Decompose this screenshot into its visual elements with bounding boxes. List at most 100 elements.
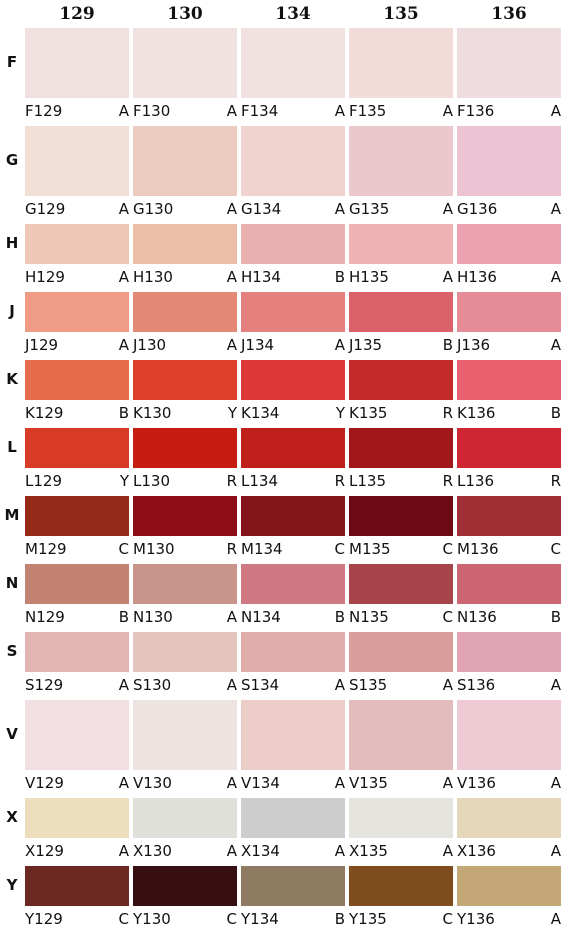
swatch-code: H134 <box>241 268 281 286</box>
color-swatch <box>349 564 453 604</box>
swatch-grade: A <box>226 336 237 354</box>
color-swatch <box>457 292 561 332</box>
swatch-code: V136 <box>457 774 496 792</box>
swatch-label: J130 A <box>133 335 237 355</box>
swatch-label: K135 R <box>349 403 453 423</box>
color-swatch <box>133 632 237 672</box>
swatch-grade: B <box>334 910 345 928</box>
swatch-label: V136 A <box>457 773 561 793</box>
swatch-code: X135 <box>349 842 388 860</box>
swatch-code: X130 <box>133 842 172 860</box>
color-swatch <box>349 866 453 906</box>
color-swatch <box>349 700 453 770</box>
row-label: H <box>5 234 19 252</box>
swatch-grade: A <box>118 268 129 286</box>
swatch-grade: C <box>442 540 453 558</box>
swatch-code: J136 <box>457 336 491 354</box>
swatch-code: M130 <box>133 540 175 558</box>
row-label: K <box>6 370 18 388</box>
color-swatch <box>133 700 237 770</box>
swatch-grade: A <box>442 676 453 694</box>
swatch-code: L129 <box>25 472 62 490</box>
swatch-code: Y130 <box>133 910 171 928</box>
color-swatch <box>241 564 345 604</box>
swatch-grade: A <box>118 676 129 694</box>
color-swatch <box>457 798 561 838</box>
swatch-code: G135 <box>349 200 390 218</box>
swatch-code: X134 <box>241 842 280 860</box>
swatch-label: J136 A <box>457 335 561 355</box>
swatch-code: G129 <box>25 200 66 218</box>
swatch-label: M130 R <box>133 539 237 559</box>
swatch-label: X129 A <box>25 841 129 861</box>
swatch-grade: A <box>442 200 453 218</box>
color-swatch <box>349 798 453 838</box>
swatch-label: K130 Y <box>133 403 237 423</box>
swatch-code: Y129 <box>25 910 63 928</box>
swatch-label: H136 A <box>457 267 561 287</box>
swatch-label: X135 A <box>349 841 453 861</box>
swatch-code: X136 <box>457 842 496 860</box>
swatch-code: N136 <box>457 608 497 626</box>
color-swatch <box>25 496 129 536</box>
swatch-code: K134 <box>241 404 280 422</box>
swatch-code: V129 <box>25 774 64 792</box>
swatch-grade: R <box>550 472 561 490</box>
swatch-label: G129 A <box>25 199 129 219</box>
swatch-label: X134 A <box>241 841 345 861</box>
color-swatch <box>241 866 345 906</box>
swatch-label: X136 A <box>457 841 561 861</box>
swatch-label: L135 R <box>349 471 453 491</box>
swatch-code: G134 <box>241 200 282 218</box>
swatch-grade: B <box>334 608 345 626</box>
swatch-label: H134 B <box>241 267 345 287</box>
swatch-label: S129 A <box>25 675 129 695</box>
swatch-code: N129 <box>25 608 65 626</box>
color-swatch <box>241 126 345 196</box>
color-swatch <box>25 224 129 264</box>
color-swatch <box>457 496 561 536</box>
swatch-grade: A <box>226 200 237 218</box>
swatch-grade: A <box>550 910 561 928</box>
color-swatch <box>133 28 237 98</box>
color-swatch <box>241 28 345 98</box>
color-swatch <box>133 428 237 468</box>
swatch-label: H129 A <box>25 267 129 287</box>
swatch-grade: A <box>550 842 561 860</box>
swatch-code: J135 <box>349 336 383 354</box>
color-swatch <box>457 28 561 98</box>
row-label: N <box>5 574 19 592</box>
color-swatch <box>25 700 129 770</box>
swatch-label: H130 A <box>133 267 237 287</box>
swatch-code: N135 <box>349 608 389 626</box>
swatch-label: Y134 B <box>241 909 345 929</box>
color-swatch <box>457 360 561 400</box>
swatch-code: L136 <box>457 472 494 490</box>
swatch-code: F134 <box>241 102 279 120</box>
swatch-grade: R <box>226 472 237 490</box>
column-header: 135 <box>383 4 419 24</box>
color-swatch <box>241 224 345 264</box>
color-swatch <box>25 632 129 672</box>
swatch-label: M134 C <box>241 539 345 559</box>
swatch-code: M134 <box>241 540 283 558</box>
swatch-code: Y134 <box>241 910 279 928</box>
swatch-label: V129 A <box>25 773 129 793</box>
swatch-grade: A <box>550 676 561 694</box>
swatch-code: H129 <box>25 268 65 286</box>
row-label: L <box>7 438 17 456</box>
swatch-code: Y136 <box>457 910 495 928</box>
swatch-grade: C <box>118 910 129 928</box>
swatch-label: N130 A <box>133 607 237 627</box>
swatch-grade: A <box>118 842 129 860</box>
column-header: 129 <box>59 4 95 24</box>
swatch-label: K134 Y <box>241 403 345 423</box>
swatch-label: G130 A <box>133 199 237 219</box>
color-swatch <box>349 428 453 468</box>
swatch-label: J129 A <box>25 335 129 355</box>
swatch-code: M136 <box>457 540 499 558</box>
swatch-code: X129 <box>25 842 64 860</box>
color-swatch <box>241 496 345 536</box>
swatch-grade: R <box>334 472 345 490</box>
swatch-grade: B <box>118 608 129 626</box>
